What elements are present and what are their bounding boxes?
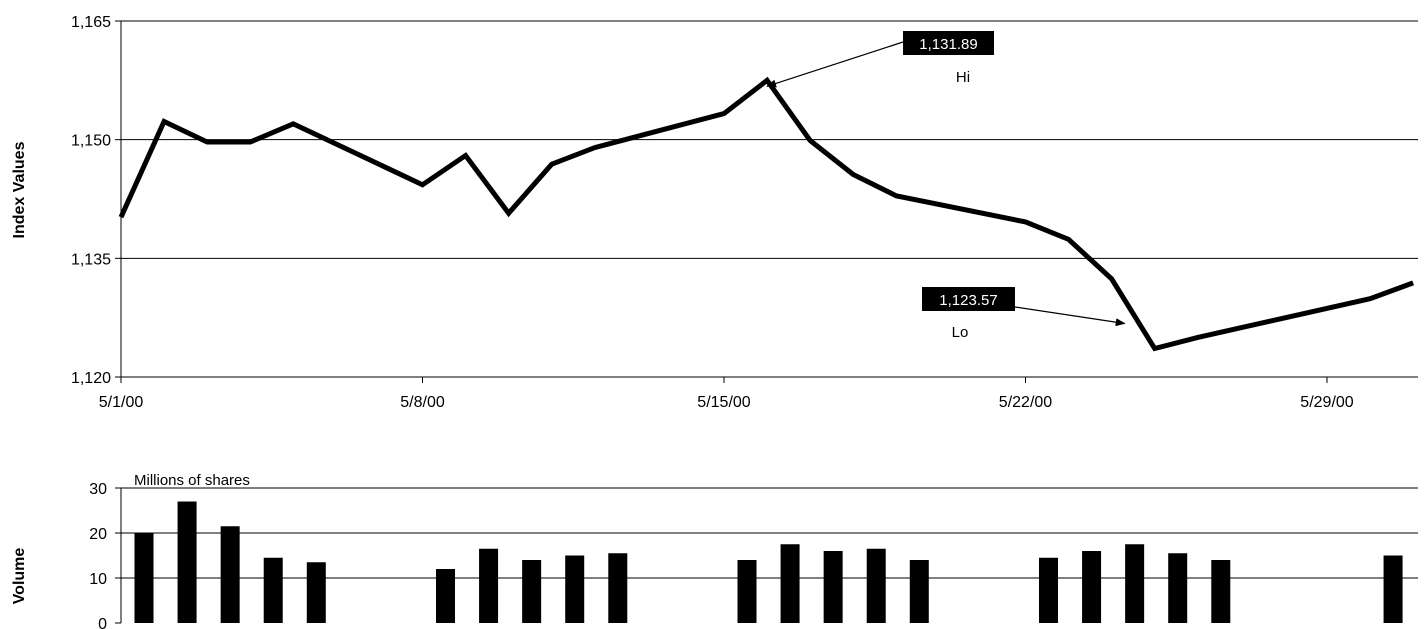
volume-bar — [1125, 544, 1145, 623]
volume-bar — [522, 560, 542, 623]
price-x-tick-label: 5/29/00 — [1300, 394, 1353, 411]
hi-value-label: 1,131.89 — [919, 36, 977, 53]
price-y-tick-label: 1,135 — [71, 251, 111, 268]
price-y-tick-label: 1,120 — [71, 370, 111, 387]
lo-value-box — [922, 287, 1015, 311]
volume-y-tick-label: 20 — [89, 526, 107, 543]
volume-bar — [220, 526, 240, 623]
volume-bar — [565, 555, 585, 623]
hi-value-box — [903, 31, 994, 55]
price-x-tick-label: 5/22/00 — [999, 394, 1052, 411]
volume-bar — [1082, 551, 1102, 623]
volume-bar — [306, 562, 326, 623]
volume-y-tick-label: 30 — [89, 481, 107, 498]
price-x-tick-label: 5/8/00 — [400, 394, 445, 411]
volume-bar — [134, 533, 154, 623]
volume-bar — [866, 548, 886, 623]
hi-text-label: Hi — [956, 69, 970, 86]
index-value-line — [118, 76, 1415, 352]
volume-y-tick-label: 10 — [89, 571, 107, 588]
volume-panel: 0 10 20 30 — [89, 481, 1418, 629]
price-y-tick-label: 1,150 — [71, 133, 111, 150]
volume-unit-label: Millions of shares — [134, 472, 250, 489]
lo-arrow — [1014, 306, 1126, 327]
volume-bar — [1168, 553, 1188, 623]
volume-bar — [1211, 560, 1231, 623]
price-x-tick-label: 5/1/00 — [99, 394, 144, 411]
volume-bar — [737, 560, 757, 623]
volume-bar — [608, 553, 628, 623]
volume-bar — [823, 551, 843, 623]
index-price-panel: 1,120 1,135 1,150 1,165 5/1/00 5/8/00 5/15/00 5… — [71, 14, 1418, 411]
price-y-tick-label: 1,165 — [71, 14, 111, 31]
price-x-tick-label: 5/15/00 — [697, 394, 750, 411]
lo-text-label: Lo — [952, 324, 969, 341]
volume-bar — [177, 501, 197, 623]
volume-y-axis-title: Volume — [11, 548, 28, 605]
volume-bar — [1039, 557, 1058, 623]
volume-y-tick-label: 0 — [98, 616, 107, 629]
volume-bar — [1383, 555, 1403, 623]
volume-bar — [479, 548, 499, 623]
hi-arrow — [766, 41, 904, 88]
volume-bar — [909, 560, 929, 623]
volume-bar — [436, 569, 455, 623]
price-y-axis-title: Index Values — [11, 141, 28, 238]
volume-bar — [263, 557, 283, 623]
volume-bar — [780, 544, 800, 623]
lo-value-label: 1,123.57 — [939, 292, 997, 309]
